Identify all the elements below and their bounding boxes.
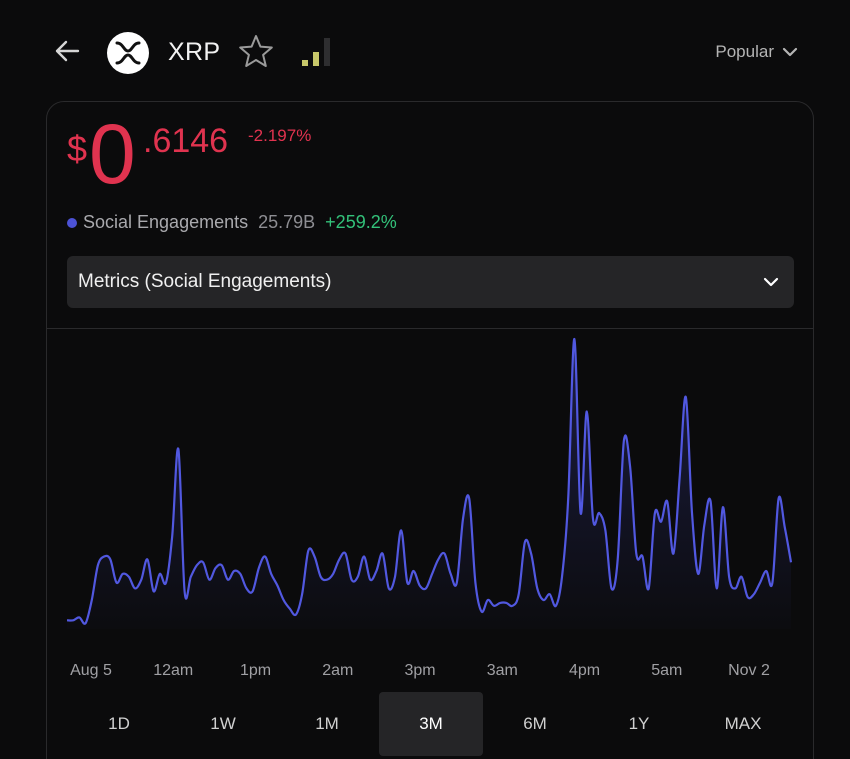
xrp-logo-icon xyxy=(107,32,149,74)
series-area xyxy=(67,338,791,629)
price-currency: $ xyxy=(67,128,88,169)
range-6m[interactable]: 6M xyxy=(523,714,547,733)
metric-select-value: Metrics (Social Engagements) xyxy=(78,271,332,292)
range-1d[interactable]: 1D xyxy=(108,714,130,733)
x-tick-label: 5am xyxy=(651,662,682,679)
x-tick-label: 2am xyxy=(322,662,353,679)
metric-summary: Social Engagements 25.79B +259.2% xyxy=(67,212,397,233)
metric-change: +259.2% xyxy=(325,212,397,232)
chevron-down-icon xyxy=(763,277,779,287)
x-tick-label: 3pm xyxy=(404,662,435,679)
price-change: -2.197% xyxy=(248,126,312,145)
series-line xyxy=(66,337,793,625)
coin-name: XRP xyxy=(168,38,221,66)
x-tick-label: 4pm xyxy=(569,662,600,679)
coin-card: $ 0 .6146 -2.197% Social Engagements 25.… xyxy=(46,101,814,759)
signal-strength-icon xyxy=(302,38,330,66)
metric-label: Social Engagements xyxy=(83,212,249,232)
metric-value: 25.79B xyxy=(258,212,316,232)
top-bar: XRP Popular xyxy=(0,0,850,100)
x-tick-label: 12am xyxy=(153,662,193,679)
price-integer: 0 xyxy=(89,107,136,201)
range-1m[interactable]: 1M xyxy=(315,714,339,733)
chevron-down-icon xyxy=(782,47,798,57)
arrow-left-icon[interactable] xyxy=(52,36,82,66)
sort-label: Popular xyxy=(715,42,774,61)
range-max[interactable]: MAX xyxy=(724,714,762,733)
range-1w[interactable]: 1W xyxy=(210,714,236,733)
range-3m[interactable]: 3M xyxy=(379,692,483,756)
time-range-selector: 1D 1W 1M 3M 6M 1Y MAX xyxy=(67,692,795,756)
x-tick-label: Aug 5 xyxy=(70,662,112,679)
divider xyxy=(47,328,813,329)
price-decimal: .6146 xyxy=(143,122,229,160)
sort-dropdown[interactable]: Popular xyxy=(715,42,798,62)
x-tick-label: Nov 2 xyxy=(728,662,770,679)
x-tick-label: 3am xyxy=(487,662,518,679)
series-dot xyxy=(67,217,77,228)
metric-select[interactable]: Metrics (Social Engagements) xyxy=(67,256,794,308)
x-tick-label: 1pm xyxy=(240,662,271,679)
x-axis-ticks: Aug 5 12am 1pm 2am 3pm 3am 4pm 5am Nov 2 xyxy=(70,662,770,679)
social-engagement-chart: Aug 5 12am 1pm 2am 3pm 3am 4pm 5am Nov 2 xyxy=(66,337,793,679)
star-outline-icon[interactable] xyxy=(236,32,276,72)
range-1y[interactable]: 1Y xyxy=(628,714,650,733)
